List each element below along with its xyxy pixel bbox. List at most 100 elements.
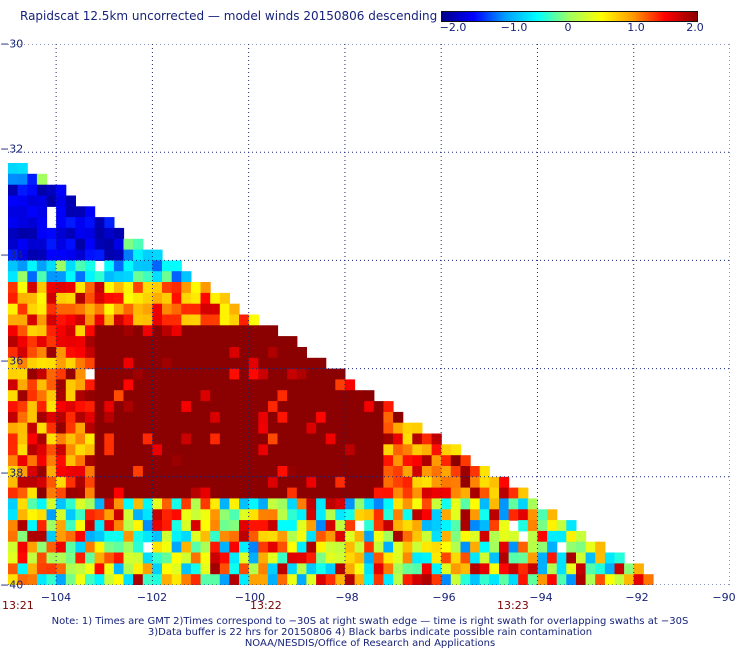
heatmap-cell [229,390,240,402]
heatmap-cell [393,422,404,435]
heatmap-cell [402,476,413,489]
heatmap-cell [56,325,67,337]
heatmap-cell [123,541,134,554]
heatmap-cell [36,530,48,543]
heatmap-cell [152,455,163,467]
heatmap-cell [85,227,96,240]
heatmap-cell [17,487,28,499]
heatmap-cell [65,217,76,229]
heatmap-cell [65,563,76,575]
heatmap-cell [56,411,67,424]
heatmap-cell [181,314,192,326]
heatmap-cell [595,541,606,554]
heatmap-cell [75,530,86,543]
heatmap-cell [46,195,57,207]
heatmap-cell [27,260,38,272]
heatmap-cell [421,433,433,445]
heatmap-cell [200,357,211,370]
heatmap-cell [133,520,144,532]
heatmap-cell [614,563,625,575]
heatmap-cell [296,379,307,391]
heatmap-cell [152,271,163,283]
x-tick-label: −94 [529,591,553,604]
heatmap-cell [239,444,250,456]
heatmap-cell [85,466,96,478]
heatmap-cell [421,498,433,510]
heatmap-cell [229,455,240,467]
heatmap-cell [239,401,250,413]
heatmap-cell [354,401,365,413]
heatmap-cell [8,184,19,197]
heatmap-cell [219,466,230,478]
heatmap-cell [287,574,298,585]
heatmap-cell [364,466,375,478]
heatmap-cell [239,552,250,564]
heatmap-cell [56,336,67,348]
heatmap-cell [190,520,202,532]
heatmap-cell [383,552,394,564]
heatmap-cell [537,552,548,564]
heatmap-cell [152,282,163,294]
heatmap-cell [162,390,173,402]
heatmap-cell [354,552,365,564]
heatmap-cell [306,541,317,554]
heatmap-cell [17,271,28,283]
heatmap-cell [133,530,144,543]
heatmap-cell [421,455,433,467]
heatmap-cell [335,541,346,554]
heatmap-cell [248,325,259,337]
heatmap-cell [210,476,221,489]
heatmap-cell [133,260,144,272]
heatmap-cell [219,433,230,445]
heatmap-cell [556,530,567,543]
heatmap-cell [470,487,481,499]
heatmap-cell [479,552,490,564]
heatmap-cell [181,368,192,380]
heatmap-cell [123,249,134,261]
heatmap-cell [162,466,173,478]
footnote: 3)Data buffer is 22 hrs for 20150806 4) … [147,627,593,638]
heatmap-cell [65,520,76,532]
heatmap-cell [162,401,173,413]
heatmap-cell [94,390,105,402]
heatmap-cell [36,173,48,186]
heatmap-cell [104,401,115,413]
heatmap-cell [383,422,394,435]
heatmap-cell [65,509,76,521]
heatmap-cell [75,379,86,391]
heatmap-cell [258,433,269,445]
heatmap-cell [46,487,57,499]
heatmap-cell [133,282,144,294]
heatmap-cell [171,552,182,564]
heatmap-cell [56,184,67,197]
heatmap-cell [576,563,587,575]
heatmap-cells [8,163,654,585]
heatmap-cell [210,466,221,478]
grid-lines [8,44,730,585]
heatmap-cell [104,368,115,380]
heatmap-cell [142,368,153,380]
heatmap-cell [56,282,67,294]
heatmap-cell [393,541,404,554]
heatmap-cell [518,509,529,521]
heatmap-cell [36,206,48,218]
heatmap-cell [152,390,163,402]
heatmap-cell [383,541,394,554]
heatmap-cell [643,574,654,585]
heatmap-cell [85,455,96,467]
heatmap-cell [113,552,125,564]
heatmap-cell [104,509,115,521]
heatmap-cell [335,520,346,532]
heatmap-cell [566,520,577,532]
heatmap-plot [8,44,730,585]
heatmap-cell [287,541,298,554]
heatmap-cell [229,336,240,348]
heatmap-cell [65,325,76,337]
heatmap-cell [210,487,221,499]
heatmap-cell [441,552,452,564]
y-tick-label: −32 [0,142,24,156]
heatmap-cell [354,574,365,585]
heatmap-cell [171,260,182,272]
heatmap-cell [518,574,529,585]
heatmap-cell [393,498,404,510]
